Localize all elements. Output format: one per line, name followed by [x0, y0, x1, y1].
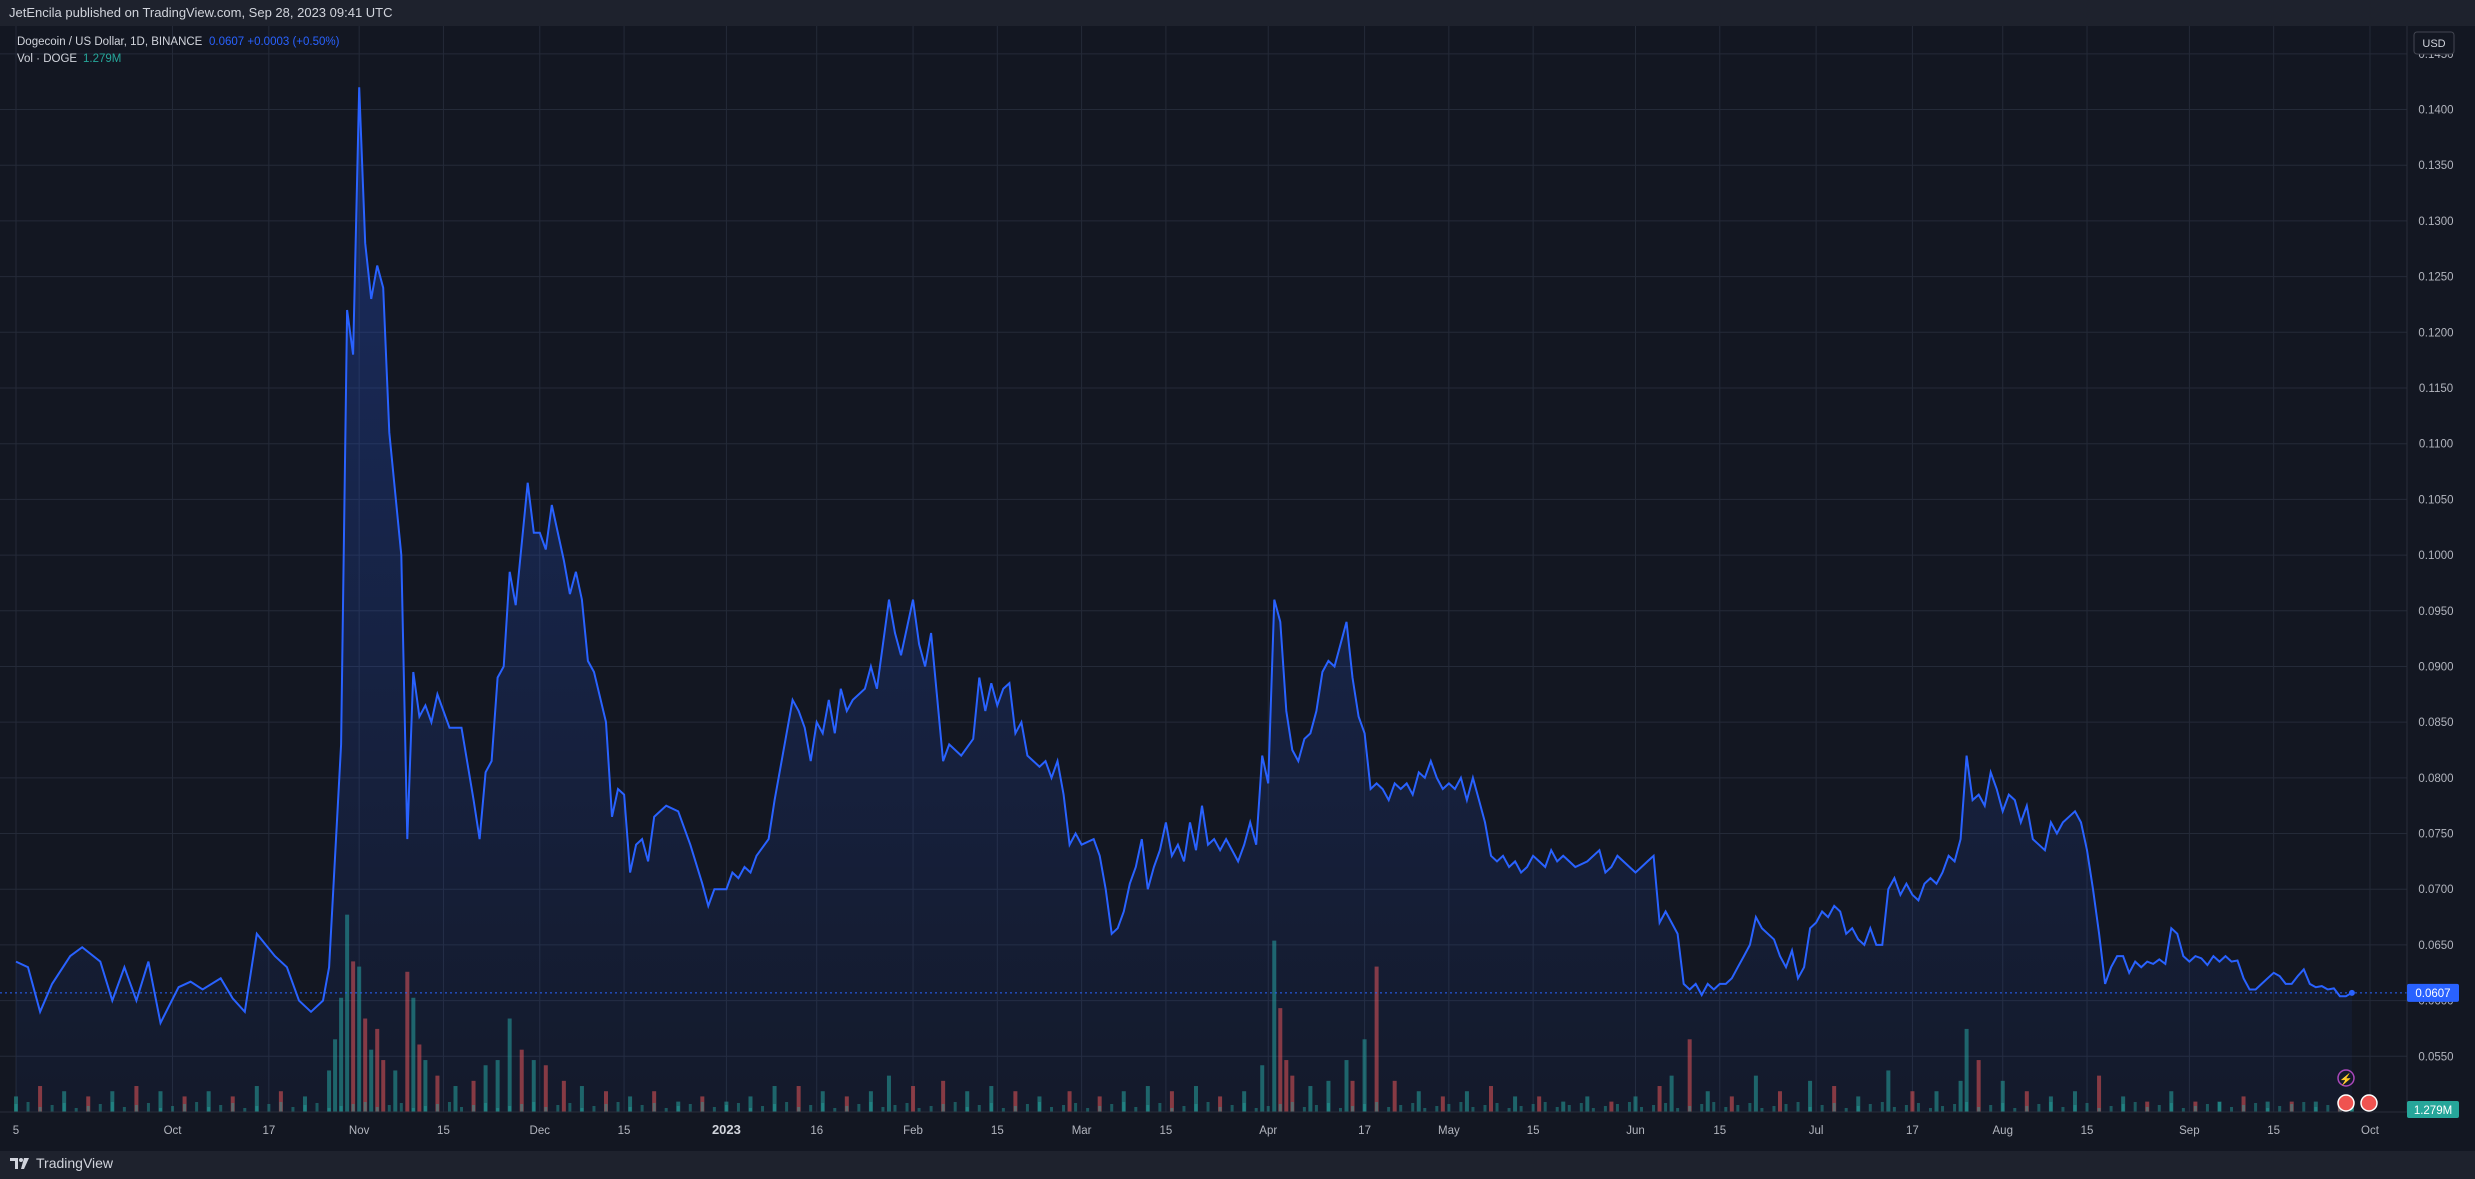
- publisher-bar: JetEncila published on TradingView.com, …: [0, 0, 2475, 26]
- flag-event-icon-1[interactable]: [2337, 1094, 2355, 1112]
- time-tick-label: 2023: [712, 1122, 741, 1137]
- price-tick-label: 0.0750: [2418, 829, 2453, 841]
- time-tick-labels: 5 Oct 17 Nov 15 Dec 15 2023 16 Feb 15 Mar 15 Apr 17 May…: [13, 1122, 2380, 1137]
- price-tick-label: 0.0700: [2418, 884, 2453, 896]
- time-tick-label: Feb: [903, 1125, 923, 1137]
- price-tick-label: 0.1200: [2418, 327, 2453, 339]
- time-tick-label: Mar: [1072, 1125, 1092, 1137]
- time-tick-label: May: [1438, 1125, 1460, 1137]
- price-tick-label: 0.0900: [2418, 661, 2453, 673]
- tradingview-logo-icon: [10, 1158, 29, 1169]
- time-tick-label: Oct: [2361, 1125, 2380, 1137]
- time-tick-label: Nov: [349, 1125, 370, 1137]
- current-price-tag: 0.0607: [2407, 983, 2459, 1002]
- price-tick-label: 0.0800: [2418, 773, 2453, 785]
- time-tick-label: Dec: [530, 1125, 551, 1137]
- time-tick-label: Apr: [1259, 1125, 1277, 1137]
- legend-symbol: Dogecoin / US Dollar, 1D, BINANCE: [17, 36, 203, 48]
- time-tick-label: Oct: [164, 1125, 183, 1137]
- lightning-event-icon[interactable]: [2337, 1069, 2355, 1087]
- legend-volume-label: Vol · DOGE: [17, 53, 77, 65]
- price-tick-label: 0.1100: [2419, 439, 2453, 451]
- time-tick-label: Jul: [1809, 1125, 1824, 1137]
- time-tick-label: 15: [2081, 1125, 2094, 1137]
- time-tick-label: 17: [262, 1125, 275, 1137]
- price-tick-label: 0.1000: [2418, 550, 2453, 562]
- volume-bar-small: [2350, 1108, 2354, 1112]
- time-tick-label: 17: [1906, 1125, 1919, 1137]
- current-volume-tag: 1.279M: [2407, 1101, 2459, 1118]
- currency-badge[interactable]: [2413, 31, 2455, 55]
- last-point-marker: [2348, 989, 2355, 996]
- time-tick-label: 15: [437, 1125, 450, 1137]
- price-tick-label: 0.0650: [2418, 940, 2453, 952]
- time-tick-label: 15: [1159, 1125, 1172, 1137]
- time-tick-label: 15: [618, 1125, 631, 1137]
- tradingview-brand-label: TradingView: [36, 1155, 114, 1171]
- price-chart[interactable]: 0.05500.06000.06500.07000.07500.08000.08…: [0, 26, 2475, 1151]
- price-tick-label: 0.0550: [2418, 1051, 2453, 1063]
- time-tick-label: 15: [1527, 1125, 1540, 1137]
- time-tick-label: Sep: [2179, 1125, 2199, 1137]
- price-tick-label: 0.1250: [2418, 272, 2453, 284]
- price-tick-label: 0.1150: [2419, 383, 2453, 395]
- time-tick-label: 16: [810, 1125, 823, 1137]
- flag-event-icon-2[interactable]: [2360, 1094, 2378, 1112]
- time-tick-label: 17: [1358, 1125, 1371, 1137]
- price-scale[interactable]: [2407, 26, 2475, 1112]
- price-line: [15, 87, 2353, 1026]
- legend-volume-value: 1.279M: [83, 53, 121, 65]
- time-tick-label: 15: [1713, 1125, 1726, 1137]
- tradingview-brand[interactable]: TradingView: [10, 1155, 113, 1171]
- price-tick-label: 0.0850: [2418, 717, 2453, 729]
- footer-bar: TradingView: [0, 1151, 2475, 1179]
- time-tick-label: 15: [991, 1125, 1004, 1137]
- current-price-value: 0.0607: [2415, 988, 2450, 1000]
- price-tick-label: 0.0950: [2418, 606, 2453, 618]
- time-tick-label: Jun: [1626, 1125, 1645, 1137]
- currency-badge-label: USD: [2422, 38, 2445, 50]
- time-tick-label: Aug: [1993, 1125, 2013, 1137]
- time-scale[interactable]: [0, 1112, 2475, 1151]
- time-tick-label: 15: [2267, 1125, 2280, 1137]
- time-tick-label: 5: [13, 1125, 19, 1137]
- publisher-text: JetEncila published on TradingView.com, …: [9, 5, 393, 20]
- price-tick-label: 0.1400: [2418, 105, 2453, 117]
- price-tick-label: 0.1350: [2418, 160, 2453, 172]
- legend-price-change: 0.0607 +0.0003 (+0.50%): [209, 36, 340, 48]
- current-volume-value: 1.279M: [2414, 1105, 2452, 1117]
- chart-frame[interactable]: 0.05500.06000.06500.07000.07500.08000.08…: [0, 26, 2475, 1151]
- price-area-fill: [16, 87, 2352, 1112]
- lightning-glyph: ⚡: [2339, 1073, 2353, 1086]
- price-tick-label: 0.1050: [2418, 494, 2453, 506]
- price-tick-label: 0.1300: [2418, 216, 2453, 228]
